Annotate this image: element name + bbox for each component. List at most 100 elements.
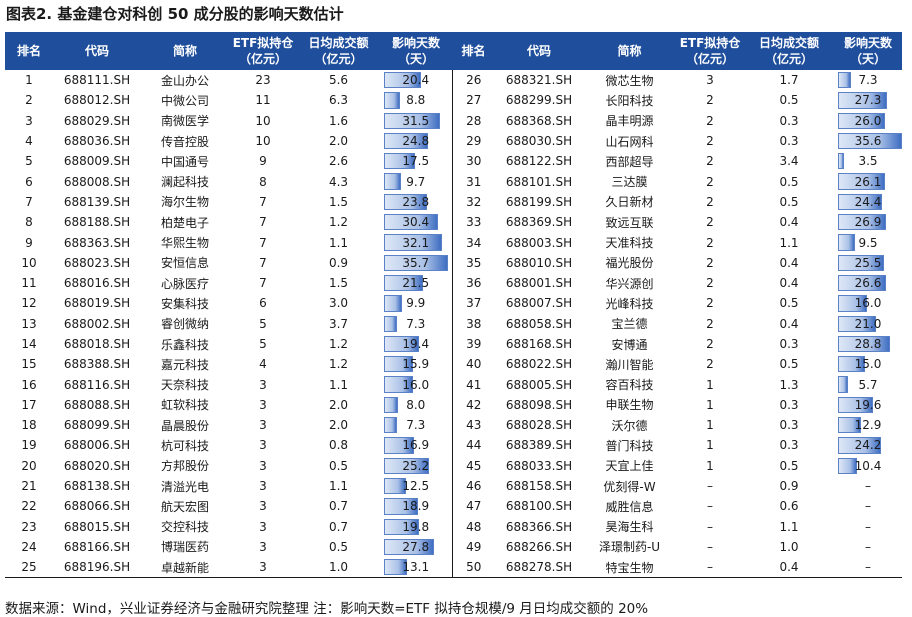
impact-value: 27.3 (854, 93, 882, 108)
cell-rank: 41 (451, 374, 495, 395)
impact-bar (838, 376, 849, 393)
cell-name: 优刻得-W (603, 479, 656, 494)
cell-name: 天准科技 (605, 236, 654, 251)
cell-turnover: 1.1 (328, 479, 349, 494)
cell-rank: 19 (21, 438, 37, 453)
cell-name: 睿创微纳 (160, 317, 209, 332)
cell-code: 688099.SH (63, 418, 131, 433)
impact-bar (838, 234, 856, 251)
cell-impact: 12.9 (834, 415, 902, 435)
cell-code: 688299.SH (505, 93, 573, 108)
impact-value: 18.9 (402, 499, 430, 514)
cell-rank: 7 (25, 194, 33, 209)
cell-etf: 2 (706, 357, 714, 372)
cell-impact: 23.8 (380, 192, 452, 212)
table-row: 21 688138.SH 清溢光电 3 1.1 12.5 46 688158.SH 优刻得-W –… (5, 475, 902, 497)
cell-name: 华熙生物 (160, 236, 209, 251)
cell-etf: 3 (259, 438, 267, 453)
cell-etf: 1 (706, 377, 714, 392)
impact-value: 35.6 (854, 134, 882, 149)
cell-code: 688003.SH (505, 235, 573, 250)
cell-code: 688002.SH (63, 316, 131, 331)
cell-turnover: 0.5 (779, 93, 799, 108)
cell-impact: 28.8 (834, 334, 902, 354)
cell-name: 普门科技 (605, 438, 654, 453)
table-row: 22 688066.SH 航天宏图 3 0.7 18.9 47 688100.SH 威胜信息 – 0… (5, 496, 902, 517)
impact-value: 15.0 (854, 357, 882, 372)
cell-name: 天宜上佳 (605, 459, 654, 474)
cell-code: 688020.SH (63, 458, 131, 473)
cell-name: 昊海生科 (605, 520, 654, 535)
cell-impact: 26.0 (834, 111, 902, 131)
cell-impact: 16.0 (380, 374, 452, 394)
cell-etf: 2 (706, 296, 714, 311)
cell-turnover: 1.7 (779, 73, 799, 88)
cell-rank: 3 (25, 113, 33, 128)
cell-code: 688019.SH (63, 296, 131, 311)
cell-turnover: 0.5 (779, 458, 799, 473)
impact-bar (384, 193, 427, 211)
header-turnover-line2: （亿元） (764, 52, 813, 66)
cell-rank: 47 (451, 496, 495, 517)
cell-impact: 27.3 (834, 90, 902, 110)
table-row: 6 688008.SH 澜起科技 8 4.3 9.7 31 688101.SH 三达膜 2 0.5 2… (5, 171, 902, 192)
cell-name: 山石网科 (605, 134, 654, 149)
cell-code: 688363.SH (63, 235, 131, 250)
cell-etf: 2 (706, 194, 714, 209)
impact-value: 9.5 (858, 235, 878, 250)
table-row: 9 688363.SH 华熙生物 7 1.1 32.1 34 688003.SH 天准科技 2 1.… (5, 232, 902, 253)
impact-value: 17.5 (402, 154, 430, 169)
cell-rank: 14 (21, 337, 37, 351)
cell-name: 微芯生物 (605, 73, 654, 88)
impact-value: 32.1 (402, 235, 430, 250)
cell-rank: 31 (451, 171, 495, 192)
cell-turnover: 5.6 (328, 73, 349, 88)
cell-code: 688158.SH (505, 479, 573, 494)
cell-etf: 3 (259, 479, 267, 494)
cell-turnover: 0.8 (328, 438, 349, 453)
impact-bar (838, 214, 887, 231)
impact-bar (838, 112, 885, 129)
cell-impact: 16.0 (834, 293, 902, 313)
impact-bar (384, 538, 434, 556)
impact-value: 24.4 (854, 194, 882, 209)
cell-etf: 2 (706, 276, 714, 291)
cell-impact: – (834, 476, 902, 496)
impact-bar (838, 457, 857, 474)
cell-turnover: 0.3 (779, 134, 799, 149)
cell-turnover: 2.0 (328, 418, 349, 433)
cell-impact: 8.0 (380, 395, 452, 415)
cell-impact: 24.4 (834, 192, 902, 212)
cell-turnover: 0.4 (779, 215, 799, 230)
cell-rank: 38 (451, 313, 495, 334)
cell-name: 海尔生物 (160, 195, 209, 210)
cell-name: 光峰科技 (605, 296, 654, 311)
impact-bar (838, 173, 885, 190)
cell-rank: 50 (451, 557, 495, 579)
impact-value: – (865, 539, 871, 554)
cell-etf: 4 (259, 357, 267, 372)
cell-impact: 32.1 (380, 232, 452, 252)
cell-rank: 20 (21, 458, 37, 473)
cell-impact: 12.5 (380, 476, 452, 496)
source-note: 数据来源：Wind，兴业证券经济与金融研究院整理 注：影响天数=ETF 拟持仓规… (5, 601, 649, 617)
cell-name: 宝兰德 (611, 317, 648, 332)
cell-impact: 7.3 (380, 314, 452, 334)
cell-name: 晶丰明源 (605, 114, 654, 129)
cell-code: 688101.SH (505, 174, 573, 189)
impact-bar (838, 335, 890, 353)
cell-rank: 32 (451, 191, 495, 213)
table-row: 23 688015.SH 交控科技 3 0.7 19.8 48 688366.SH 昊海生科 – 1… (5, 516, 902, 537)
cell-turnover: 0.5 (779, 174, 799, 189)
cell-turnover: 0.3 (779, 113, 799, 128)
header-rank: 排名 (452, 32, 495, 70)
cell-etf: 7 (259, 255, 267, 270)
cell-etf: 9 (259, 154, 267, 169)
impact-value: – (865, 499, 871, 514)
table-row: 7 688139.SH 海尔生物 7 1.5 23.8 32 688199.SH 久日新材 2 0.… (5, 191, 902, 213)
cell-impact: 3.5 (834, 151, 902, 171)
impact-value: 31.5 (402, 113, 430, 128)
impact-value: 27.8 (402, 539, 430, 554)
table-row: 1 688111.SH 金山办公 23 5.6 20.4 26 688321.SH 微芯生物 3 1… (5, 70, 902, 91)
impact-value: 5.7 (858, 377, 878, 392)
